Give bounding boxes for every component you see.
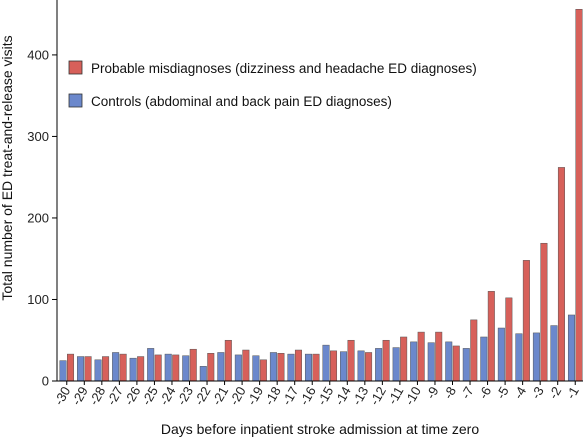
bar-misdiagnoses--14 — [347, 339, 355, 382]
bar-controls--24 — [164, 353, 172, 382]
bar-controls--28 — [94, 359, 102, 382]
bar-controls--15 — [322, 344, 330, 382]
bar-misdiagnoses--1 — [575, 9, 583, 382]
bar-misdiagnoses--28 — [102, 356, 110, 382]
legend-label-controls: Controls (abdominal and back pain ED dia… — [91, 94, 392, 109]
y-tick-label-400: 400 — [27, 47, 49, 62]
x-tick-label--2: -2 — [546, 384, 565, 402]
bar-controls--9 — [427, 342, 435, 382]
legend: Probable misdiagnoses (dizziness and hea… — [68, 60, 477, 109]
bar-controls--16 — [304, 353, 312, 382]
bar-misdiagnoses--6 — [487, 291, 495, 382]
bar-misdiagnoses--5 — [505, 297, 513, 382]
bar-controls--20 — [234, 354, 242, 382]
bar-misdiagnoses--30 — [67, 353, 75, 382]
bar-controls--1 — [567, 314, 575, 382]
y-tick-label-300: 300 — [27, 129, 49, 144]
legend-swatch-misdiagnoses — [68, 60, 83, 75]
bar-controls--22 — [199, 366, 207, 382]
y-tick-labels: 0 100 200 300 400 — [27, 47, 49, 388]
bar-controls--29 — [77, 356, 85, 382]
bar-misdiagnoses--21 — [224, 339, 232, 382]
bar-misdiagnoses--9 — [435, 331, 443, 382]
bar-misdiagnoses--29 — [84, 356, 92, 382]
bar-misdiagnoses--19 — [259, 359, 267, 382]
bar-misdiagnoses--15 — [330, 350, 338, 382]
bar-controls--30 — [59, 360, 67, 382]
bar-misdiagnoses--25 — [154, 354, 162, 382]
bars-layer — [59, 9, 583, 382]
x-axis-title: Days before inpatient stroke admission a… — [161, 421, 479, 437]
bar-controls--14 — [340, 351, 348, 382]
y-tick-label-100: 100 — [27, 292, 49, 307]
bar-misdiagnoses--13 — [365, 352, 373, 382]
legend-label-misdiagnoses: Probable misdiagnoses (dizziness and hea… — [91, 61, 477, 76]
bar-controls--26 — [129, 357, 137, 382]
x-tick-label--8: -8 — [440, 384, 459, 402]
bar-misdiagnoses--23 — [189, 348, 197, 382]
x-tick-label--10: -10 — [402, 384, 424, 408]
bar-misdiagnoses--10 — [417, 331, 425, 382]
bar-controls--25 — [147, 348, 155, 382]
bar-misdiagnoses--12 — [382, 339, 390, 382]
bar-controls--3 — [532, 332, 540, 382]
bar-controls--4 — [515, 333, 523, 382]
y-tick-label-200: 200 — [27, 210, 49, 225]
bar-controls--18 — [269, 352, 277, 382]
bar-misdiagnoses--8 — [452, 345, 460, 382]
bar-misdiagnoses--20 — [242, 349, 250, 382]
bar-misdiagnoses--24 — [172, 354, 180, 382]
bar-controls--8 — [445, 341, 453, 382]
bar-misdiagnoses--7 — [470, 319, 478, 382]
bar-controls--21 — [217, 352, 225, 382]
bar-controls--12 — [375, 348, 383, 382]
bar-misdiagnoses--16 — [312, 353, 320, 382]
x-tick-label--5: -5 — [493, 384, 512, 402]
bar-controls--6 — [480, 336, 488, 382]
bar-misdiagnoses--18 — [277, 353, 285, 382]
bar-controls--27 — [112, 352, 120, 382]
bar-misdiagnoses--11 — [400, 336, 408, 382]
y-axis-title: Total number of ED treat-and-release vis… — [0, 35, 15, 300]
bar-controls--5 — [497, 327, 505, 382]
bar-controls--19 — [252, 355, 260, 382]
bar-controls--13 — [357, 350, 365, 382]
legend-swatch-controls — [68, 93, 83, 108]
x-tick-label--6: -6 — [475, 384, 494, 402]
axes-layer — [52, 0, 583, 385]
bar-misdiagnoses--2 — [557, 167, 565, 382]
bar-misdiagnoses--3 — [540, 242, 548, 382]
bar-misdiagnoses--26 — [137, 356, 145, 382]
bar-misdiagnoses--27 — [119, 353, 127, 382]
bar-controls--11 — [392, 347, 400, 382]
x-tick-label--4: -4 — [510, 384, 529, 402]
x-tick-label--11: -11 — [385, 384, 407, 407]
bar-controls--2 — [550, 325, 558, 382]
bar-controls--17 — [287, 353, 295, 382]
bar-controls--23 — [182, 355, 190, 382]
y-tick-label-0: 0 — [42, 374, 49, 389]
x-tick-label--1: -1 — [563, 384, 582, 402]
x-tick-label--7: -7 — [458, 384, 477, 402]
x-tick-label--3: -3 — [528, 384, 547, 402]
bar-controls--10 — [410, 341, 418, 382]
x-tick-label--9: -9 — [423, 384, 442, 402]
bar-controls--7 — [462, 348, 470, 382]
bar-misdiagnoses--22 — [207, 353, 215, 382]
bar-misdiagnoses--4 — [522, 260, 530, 382]
bar-misdiagnoses--17 — [294, 349, 302, 382]
x-tick-labels: -30-29-28-27-26-25-24-23-22-21-20-19-18-… — [51, 384, 582, 408]
